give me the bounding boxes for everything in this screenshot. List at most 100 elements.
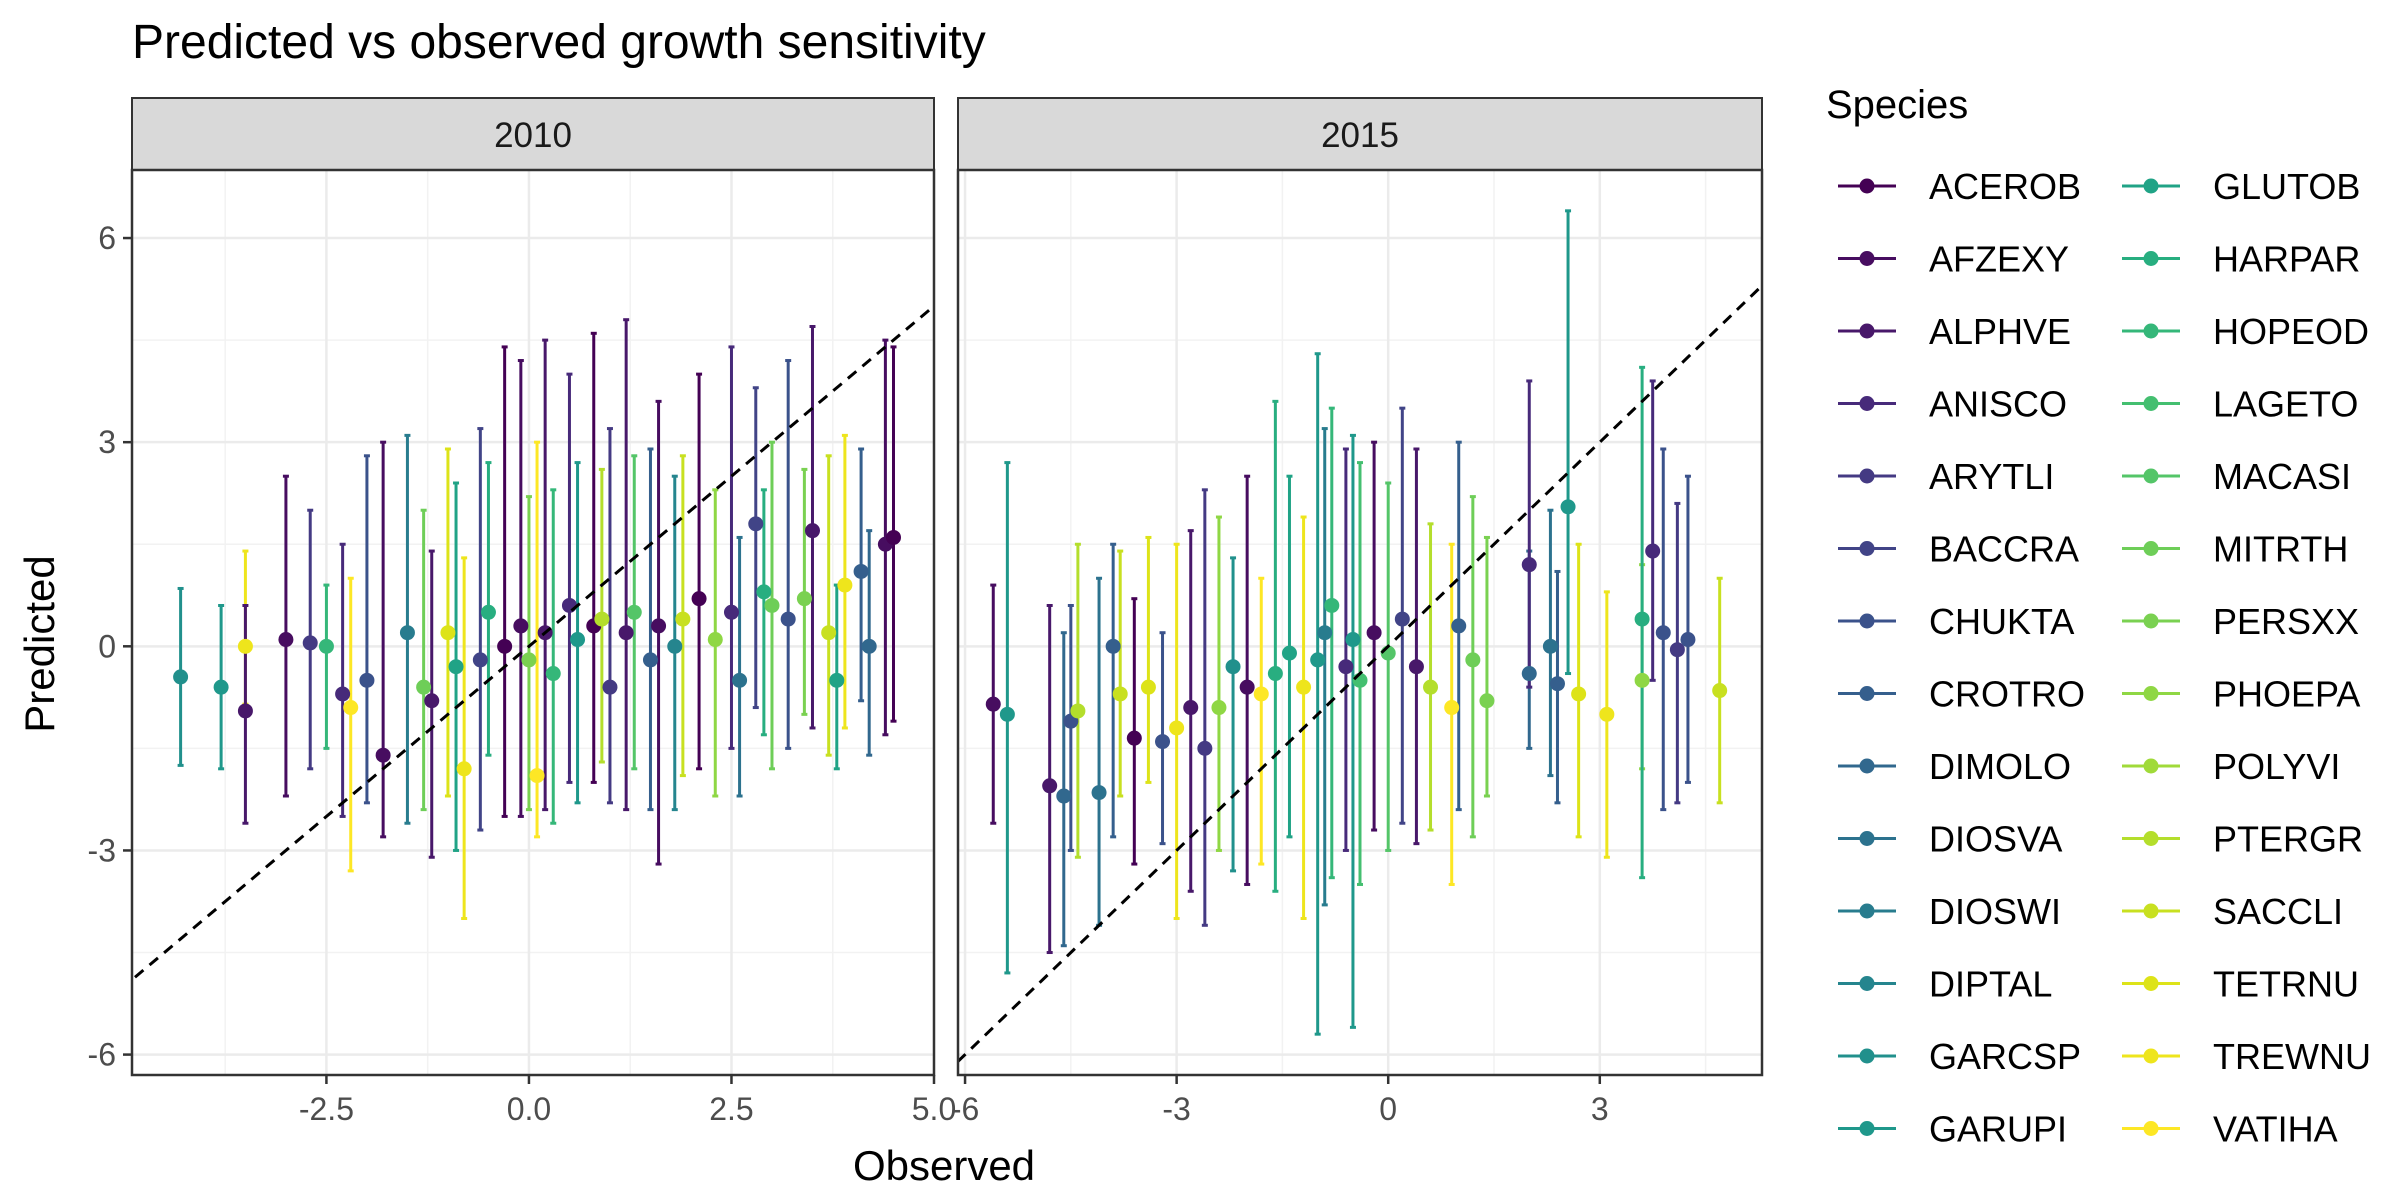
legend-label: ANISCO bbox=[1929, 384, 2067, 425]
x-tick-label: 0 bbox=[1379, 1091, 1397, 1127]
legend-label: VATIHA bbox=[2213, 1109, 2338, 1150]
data-point bbox=[1253, 686, 1269, 702]
legend-key-point bbox=[2143, 1121, 2159, 1136]
data-layer bbox=[132, 304, 934, 982]
data-point bbox=[985, 696, 1001, 712]
legend-item: BACCRA bbox=[1838, 529, 2079, 570]
data-point bbox=[707, 632, 723, 648]
data-point bbox=[1444, 700, 1460, 716]
legend-label: ALPHVE bbox=[1929, 311, 2071, 352]
data-point bbox=[424, 693, 440, 709]
data-point bbox=[359, 672, 375, 688]
legend-item: ARYTLI bbox=[1838, 456, 2054, 497]
data-point bbox=[237, 638, 253, 654]
data-point bbox=[472, 652, 488, 668]
panel-border bbox=[130, 168, 936, 1077]
data-point bbox=[1105, 638, 1121, 654]
legend-item: PHOEPA bbox=[2122, 674, 2360, 715]
data-point bbox=[618, 625, 634, 641]
legend-item: DIOSWI bbox=[1838, 891, 2061, 932]
data-point bbox=[1345, 632, 1361, 648]
legend-item: VATIHA bbox=[2122, 1109, 2338, 1150]
y-tick-label: 6 bbox=[98, 220, 116, 256]
data-point bbox=[1571, 686, 1587, 702]
legend-key-point bbox=[2143, 323, 2159, 339]
legend-key-point bbox=[2143, 686, 2159, 701]
legend-item: GARUPI bbox=[1838, 1109, 2067, 1150]
data-point bbox=[1634, 611, 1650, 627]
data-point bbox=[1451, 618, 1467, 634]
legend-label: PERSXX bbox=[2213, 601, 2359, 642]
legend-key-point bbox=[1859, 831, 1875, 846]
legend-title: Species bbox=[1826, 83, 1968, 127]
data-point bbox=[399, 625, 415, 641]
reference-line bbox=[958, 283, 1762, 1064]
y-axis-label: Predicted bbox=[16, 555, 63, 732]
data-point bbox=[821, 625, 837, 641]
legend-label: DIMOLO bbox=[1929, 746, 2071, 787]
data-point bbox=[1560, 499, 1576, 515]
y-tick-label: -3 bbox=[88, 832, 116, 868]
data-layer bbox=[958, 209, 1762, 1064]
data-point bbox=[480, 604, 496, 620]
legend-item: PERSXX bbox=[2122, 601, 2359, 642]
data-point bbox=[1542, 638, 1558, 654]
x-tick-label: -6 bbox=[951, 1091, 979, 1127]
legend-label: AFZEXY bbox=[1929, 239, 2069, 280]
data-point bbox=[1599, 706, 1615, 722]
legend-label: MITRTH bbox=[2213, 529, 2348, 570]
x-tick-label: 0.0 bbox=[507, 1091, 551, 1127]
legend-item: LAGETO bbox=[2122, 384, 2358, 425]
data-point bbox=[1140, 679, 1156, 695]
data-point bbox=[1267, 666, 1283, 682]
legend-key-point bbox=[2143, 468, 2159, 484]
data-point bbox=[375, 747, 391, 763]
data-point bbox=[1521, 666, 1537, 682]
legend-key-point bbox=[1859, 903, 1875, 919]
data-point bbox=[1655, 625, 1671, 641]
x-tick-label: -2.5 bbox=[299, 1091, 354, 1127]
data-point bbox=[343, 700, 359, 716]
legend-key-point bbox=[2143, 613, 2159, 629]
data-point bbox=[1712, 683, 1728, 699]
data-point bbox=[1366, 625, 1382, 641]
legend-item: ANISCO bbox=[1838, 384, 2067, 425]
data-point bbox=[1479, 693, 1495, 709]
data-point bbox=[335, 686, 351, 702]
facet-strip bbox=[957, 97, 1763, 171]
data-point bbox=[440, 625, 456, 641]
data-point bbox=[513, 618, 529, 634]
data-point bbox=[1680, 632, 1696, 648]
y-tick-label: -6 bbox=[88, 1037, 116, 1073]
data-point bbox=[796, 591, 812, 607]
data-point bbox=[1225, 659, 1241, 675]
legend-key-point bbox=[2143, 831, 2159, 846]
data-point bbox=[602, 679, 618, 695]
data-point bbox=[1338, 659, 1354, 675]
data-point bbox=[1183, 700, 1199, 716]
data-point bbox=[318, 638, 334, 654]
legend: Species ACEROB AFZEXY ALPHVE ANISCO ARYTLI BA… bbox=[1826, 83, 2371, 1150]
legend-label: LAGETO bbox=[2213, 384, 2358, 425]
legend-label: SACCLI bbox=[2213, 891, 2343, 932]
data-point bbox=[545, 666, 561, 682]
data-point bbox=[853, 563, 869, 579]
legend-label: BACCRA bbox=[1929, 529, 2079, 570]
legend-key-point bbox=[1859, 251, 1875, 266]
legend-label: GARCSP bbox=[1929, 1036, 2081, 1077]
legend-key-point bbox=[1859, 758, 1875, 774]
panel-2015: 2015 -6 -3 0 3 bbox=[951, 97, 1764, 1127]
data-point bbox=[1070, 703, 1086, 719]
data-point bbox=[804, 523, 820, 539]
x-tick-label: 5.0 bbox=[912, 1091, 956, 1127]
data-point bbox=[1197, 740, 1213, 756]
legend-label: CHUKTA bbox=[1929, 601, 2074, 642]
legend-label: GARUPI bbox=[1929, 1109, 2067, 1150]
legend-label: PTERGR bbox=[2213, 819, 2363, 860]
data-point bbox=[1239, 679, 1255, 695]
legend-item: DIPTAL bbox=[1838, 964, 2052, 1005]
data-point bbox=[173, 669, 189, 685]
legend-key-point bbox=[1859, 1048, 1875, 1064]
